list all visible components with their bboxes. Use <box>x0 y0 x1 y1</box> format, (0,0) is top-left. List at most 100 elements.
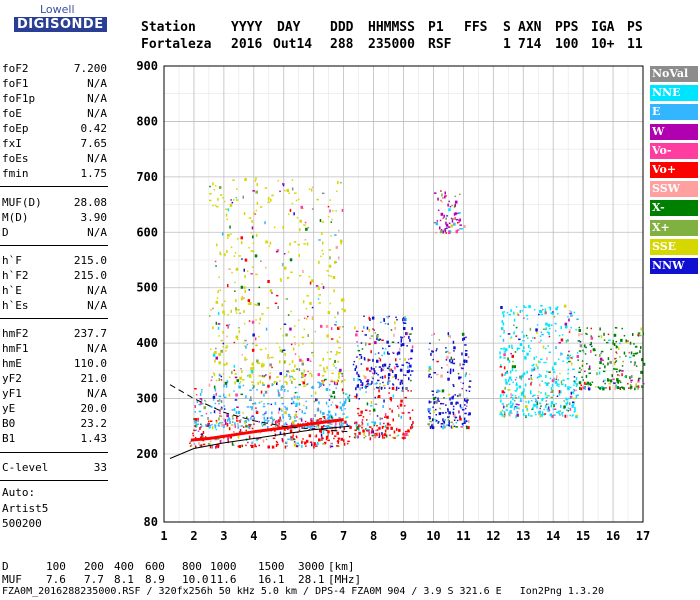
echo-point <box>323 379 325 382</box>
echo-point <box>534 398 537 400</box>
param-row: M(D) 3.90 <box>2 211 107 225</box>
echo-point <box>341 375 344 377</box>
echo-point <box>636 385 638 388</box>
echo-point <box>289 418 291 420</box>
echo-point <box>228 417 230 421</box>
echo-point <box>428 407 431 411</box>
echo-point <box>330 221 332 223</box>
echo-point <box>536 402 538 406</box>
echo-point <box>402 433 405 436</box>
echo-point <box>270 198 272 202</box>
echo-point <box>196 400 199 404</box>
echo-point <box>294 413 297 417</box>
echo-point <box>301 362 304 366</box>
echo-point <box>299 219 302 223</box>
echo-point <box>220 339 223 342</box>
logo-digisonde: DIGISONDE <box>14 17 107 32</box>
echo-point <box>576 352 579 354</box>
echo-point <box>282 349 286 351</box>
echo-point <box>569 407 572 411</box>
echo-point <box>356 407 360 410</box>
echo-point <box>449 397 451 401</box>
echo-point <box>590 336 594 340</box>
echo-point <box>526 410 529 412</box>
echo-point <box>358 398 360 400</box>
echo-point <box>314 414 316 417</box>
param-row: h`Es N/A <box>2 299 107 313</box>
echo-point <box>396 435 398 437</box>
echo-point <box>305 445 307 447</box>
echo-point <box>448 208 451 212</box>
echo-point <box>526 370 528 374</box>
echo-point <box>542 345 545 349</box>
echo-point <box>431 350 434 352</box>
echo-point <box>236 416 238 420</box>
echo-point <box>294 386 297 389</box>
echo-point <box>428 400 431 404</box>
legend-entry: Vo+ <box>650 162 698 178</box>
echo-point <box>265 374 267 376</box>
echo-point <box>558 342 561 344</box>
echo-point <box>392 352 395 354</box>
echo-point <box>615 351 617 353</box>
echo-point <box>446 364 448 366</box>
echo-point <box>345 398 347 402</box>
echo-point <box>282 439 284 443</box>
echo-point <box>214 204 217 207</box>
echo-point <box>505 394 508 398</box>
echo-point <box>464 420 467 422</box>
echo-point <box>337 361 339 363</box>
echo-point <box>445 223 449 227</box>
echo-point <box>262 439 264 441</box>
echo-point <box>356 384 360 388</box>
echo-point <box>458 410 460 414</box>
echo-point <box>328 399 331 401</box>
echo-point <box>269 417 272 419</box>
echo-point <box>443 420 446 424</box>
echo-point <box>512 381 514 383</box>
echo-point <box>499 366 503 368</box>
echo-point <box>573 376 576 378</box>
echo-point <box>199 427 201 430</box>
echo-point <box>578 326 581 329</box>
echo-point <box>516 387 518 391</box>
echo-point <box>202 443 206 446</box>
echo-point <box>445 404 447 406</box>
echo-point <box>571 356 574 358</box>
echo-point <box>407 411 411 414</box>
echo-point <box>569 402 571 406</box>
echo-point <box>513 318 516 322</box>
echo-point <box>261 425 264 427</box>
echo-point <box>516 347 519 351</box>
echo-point <box>253 211 255 215</box>
echo-point <box>387 382 390 384</box>
x-tick-label: 3 <box>220 529 227 543</box>
echo-point <box>380 321 382 323</box>
echo-point <box>642 383 645 385</box>
echo-point <box>535 328 538 332</box>
echo-point <box>285 407 288 411</box>
echo-point <box>442 230 444 234</box>
echo-point <box>251 226 254 230</box>
param-name: foF2 <box>2 62 29 75</box>
echo-point <box>259 437 262 440</box>
echo-point <box>503 332 505 334</box>
echo-point <box>363 325 365 329</box>
echo-point <box>320 417 322 420</box>
echo-point <box>392 351 394 354</box>
echo-point <box>410 390 412 392</box>
echo-point <box>526 408 528 412</box>
echo-point <box>213 373 216 377</box>
echo-point <box>357 378 359 382</box>
echo-point <box>519 400 523 402</box>
echo-point <box>340 420 343 423</box>
echo-point <box>319 382 321 386</box>
echo-point <box>554 362 557 366</box>
echo-point <box>569 329 571 331</box>
echo-point <box>290 375 293 378</box>
echo-point <box>227 208 230 212</box>
echo-point <box>251 348 255 352</box>
echo-point <box>267 403 270 405</box>
echo-point <box>381 354 383 357</box>
echo-point <box>209 193 212 195</box>
